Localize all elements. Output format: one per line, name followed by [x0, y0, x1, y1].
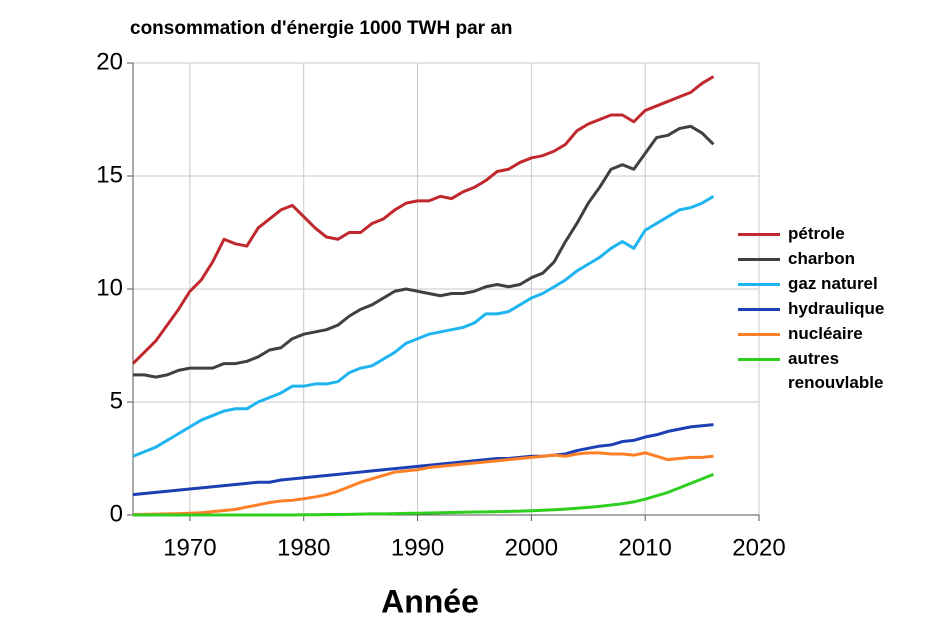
data-line [133, 472, 715, 517]
x-tick-label: 1990 [391, 534, 444, 561]
legend-label: charbon [788, 249, 856, 268]
data-line [132, 451, 714, 517]
legend-item: nucléaire [738, 322, 936, 346]
y-tick-label: 5 [110, 387, 123, 414]
legend-label: hydraulique [788, 299, 885, 318]
y-tick-label: 10 [96, 274, 123, 301]
x-tick-label: 1980 [277, 534, 330, 561]
legend-swatch [738, 258, 780, 261]
legend-swatch [738, 308, 780, 311]
legend-label: autres renouvlable [788, 349, 884, 392]
legend-item: hydraulique [738, 297, 936, 321]
legend-swatch [738, 233, 780, 236]
x-axis-label: Année [381, 583, 479, 619]
data-line [132, 195, 715, 458]
legend-label: gaz naturel [788, 274, 878, 293]
x-tick-label: 2010 [618, 534, 671, 561]
data-line [133, 124, 715, 379]
legend-label: pétrole [788, 224, 845, 243]
legend-item: gaz naturel [738, 272, 936, 296]
x-tick-label: 2020 [732, 534, 785, 561]
chart-title: consommation d'énergie 1000 TWH par an [130, 18, 513, 39]
data-line [132, 423, 714, 497]
legend-label: nucléaire [788, 324, 863, 343]
data-line [131, 75, 715, 365]
legend-item: autres renouvlable [738, 347, 936, 395]
y-tick-label: 0 [110, 500, 123, 527]
legend-swatch [738, 283, 780, 286]
y-tick-label: 15 [96, 161, 123, 188]
y-tick-label: 20 [96, 48, 123, 75]
x-tick-label: 1970 [163, 534, 216, 561]
legend-item: pétrole [738, 222, 936, 246]
x-tick-label: 2000 [505, 534, 558, 561]
legend-item: charbon [738, 247, 936, 271]
legend: pétrole charbon gaz naturel hydraulique nucl… [738, 222, 936, 396]
legend-swatch [738, 358, 780, 361]
legend-swatch [738, 333, 780, 336]
